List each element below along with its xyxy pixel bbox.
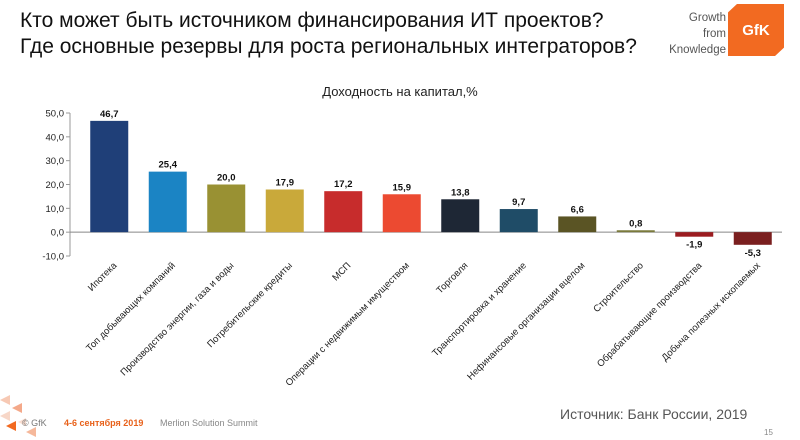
x-tick-label: Производство энергии, газа и воды — [119, 260, 237, 378]
data-label: 13,8 — [451, 187, 470, 198]
x-tick-label: Операции с недвижимым имуществом — [284, 260, 412, 388]
tagline-growth: Growth — [688, 12, 726, 24]
bar — [324, 191, 363, 233]
data-label: 6,6 — [571, 204, 584, 215]
bar — [441, 199, 480, 233]
x-tick-label: Ипотека — [86, 260, 120, 294]
page-title: Кто может быть источником финансирования… — [20, 8, 640, 60]
bar-chart: Доходность на капитал,% -10,0 0,0 10,0 20,0 3… — [42, 84, 782, 389]
tagline-from: from — [703, 28, 726, 40]
data-label: 17,9 — [276, 178, 295, 189]
bar — [558, 216, 597, 233]
gfk-logo: GfK — [728, 4, 784, 56]
x-tick-label: Добыча полезных ископаемых — [660, 260, 763, 363]
y-tick-label: 0,0 — [51, 228, 64, 239]
x-tick-label: Строительство — [591, 260, 646, 315]
bar — [265, 189, 304, 233]
footer-event: Merlion Solution Summit — [160, 418, 258, 428]
page-number: 15 — [764, 428, 773, 437]
y-tick-label: 20,0 — [46, 180, 65, 191]
y-tick-label: 50,0 — [46, 109, 65, 120]
footer-copyright: © GfK — [22, 418, 47, 428]
data-label: 17,2 — [334, 179, 353, 190]
x-tick-label: Обрабатывающие производства — [595, 260, 705, 370]
footer-decoration — [0, 395, 36, 437]
tagline-knowledge: Knowledge — [669, 44, 726, 56]
bar — [499, 209, 538, 233]
logo-tagline: Growth from Knowledge — [664, 10, 726, 58]
title-line-1: Кто может быть источником финансирования… — [20, 9, 604, 32]
y-tick-label: 10,0 — [46, 204, 65, 215]
data-label: 25,4 — [159, 160, 178, 171]
y-tick-label: 40,0 — [46, 132, 65, 143]
x-tick-label: Торговля — [435, 260, 471, 296]
chart-title: Доходность на капитал,% — [322, 84, 478, 99]
data-label: -5,3 — [745, 248, 761, 259]
data-label: 46,7 — [100, 109, 119, 120]
bar — [90, 120, 129, 233]
bar — [382, 194, 421, 233]
x-tick-label: Нефинансовые организации вцелом — [465, 260, 587, 382]
bar — [207, 184, 246, 233]
title-line-2: Где основные резервы для роста региональ… — [20, 35, 637, 58]
gfk-logo-text: GfK — [742, 21, 770, 39]
bar — [675, 232, 714, 237]
data-label: 15,9 — [393, 182, 412, 193]
y-tick-label: 30,0 — [46, 156, 65, 167]
bar — [733, 232, 772, 245]
data-label: 0,8 — [629, 218, 642, 229]
x-tick-label: Транспортировка и хранение — [430, 260, 529, 359]
y-tick-label: -10,0 — [42, 252, 64, 263]
data-label: 9,7 — [512, 197, 525, 208]
bar — [616, 230, 655, 233]
data-label: -1,9 — [686, 240, 702, 251]
x-tick-label: МСП — [330, 260, 353, 283]
data-label: 20,0 — [217, 173, 236, 184]
source-note: Источник: Банк России, 2019 — [560, 406, 748, 422]
footer-date: 4-6 сентября 2019 — [64, 418, 144, 428]
bar — [148, 171, 187, 233]
